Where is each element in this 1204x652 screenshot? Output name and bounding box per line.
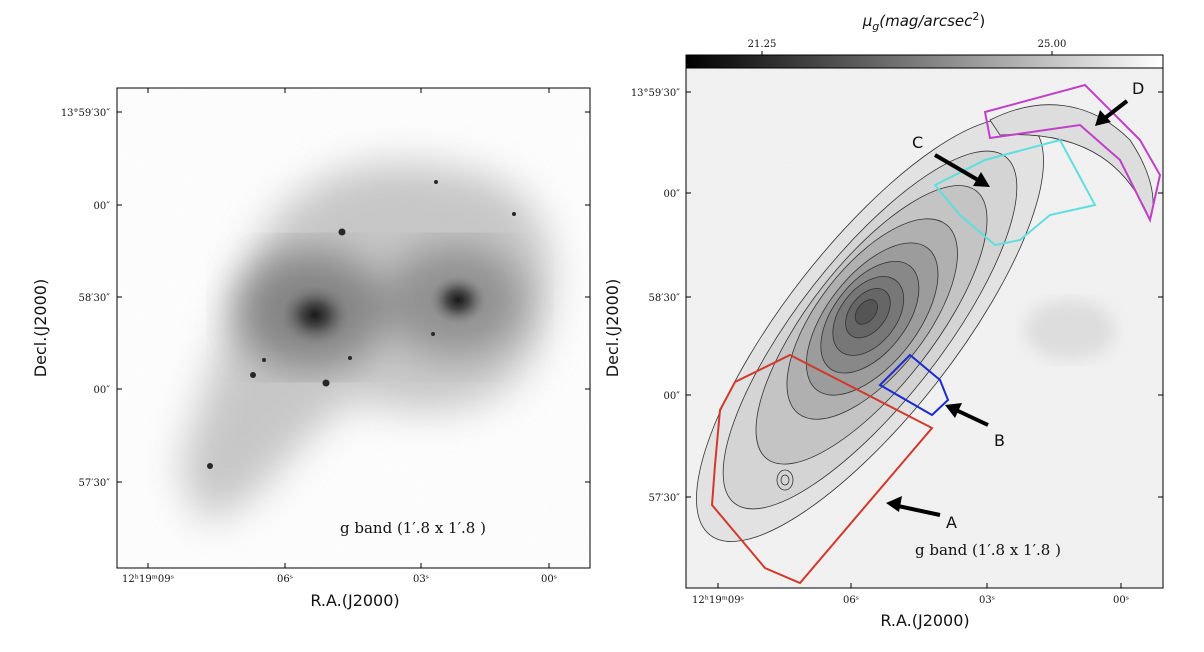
regions <box>710 83 1162 585</box>
y-tick-label: 58′30″ <box>649 293 681 304</box>
y-tick-label: 00″ <box>94 201 111 212</box>
colorbar-label-part: ) <box>979 12 985 30</box>
colorbar-label-part: 2 <box>972 10 979 23</box>
y-tick-label: 00″ <box>664 189 681 200</box>
x-axis-label: R.A.(J2000) <box>310 591 399 610</box>
x-tick-label: 00ˢ <box>1113 595 1129 606</box>
colorbar-label-part: μ <box>862 12 873 30</box>
left-ticks <box>117 88 590 568</box>
colorbar-tick-label: 21.25 <box>748 39 777 50</box>
region-label: C <box>912 133 923 152</box>
x-axis-label: R.A.(J2000) <box>880 611 969 630</box>
right-ticks <box>686 91 1163 588</box>
region-label: D <box>1132 79 1144 98</box>
y-tick-label: 13°59′30″ <box>61 108 110 119</box>
right-frame <box>685 67 1164 589</box>
caption: g band (1′.8 x 1′.8 ) <box>915 541 1061 559</box>
y-tick-label: 00″ <box>664 391 681 402</box>
region-b <box>878 353 950 417</box>
region-d <box>983 83 1162 223</box>
arrows <box>886 99 1129 517</box>
x-tick-label: 06ˢ <box>277 574 293 585</box>
region-c <box>933 138 1097 247</box>
y-tick-label: 58′30″ <box>79 293 111 304</box>
x-tick-label: 00ˢ <box>541 574 557 585</box>
colorbar-label: μg(mag/arcsec2) <box>862 10 986 33</box>
caption: g band (1′.8 x 1′.8 ) <box>340 519 486 537</box>
region-label: A <box>946 513 957 532</box>
x-tick-label: 12ʰ19ᵐ09ˢ <box>122 574 174 585</box>
y-tick-label: 57′30″ <box>649 493 681 504</box>
region-a <box>710 353 934 585</box>
x-tick-label: 12ʰ19ᵐ09ˢ <box>692 595 744 606</box>
x-tick-label: 03ˢ <box>979 595 995 606</box>
colorbar-tick-label: 25.00 <box>1038 39 1067 50</box>
colorbar-label-part: (mag/arcsec <box>879 12 973 30</box>
left-image <box>117 88 590 568</box>
y-axis-label: Decl.(J2000) <box>31 279 50 377</box>
y-tick-label: 57′30″ <box>79 478 111 489</box>
colorbar-label-part: g <box>872 20 879 33</box>
left-frame <box>116 87 591 569</box>
y-tick-label: 13°59′30″ <box>631 88 680 99</box>
colorbar <box>685 54 1164 69</box>
region-label: B <box>994 431 1005 450</box>
y-axis-label: Decl.(J2000) <box>603 279 622 377</box>
x-tick-label: 03ˢ <box>413 574 429 585</box>
y-tick-label: 00″ <box>94 385 111 396</box>
x-tick-label: 06ˢ <box>843 595 859 606</box>
right-image <box>686 68 1163 588</box>
